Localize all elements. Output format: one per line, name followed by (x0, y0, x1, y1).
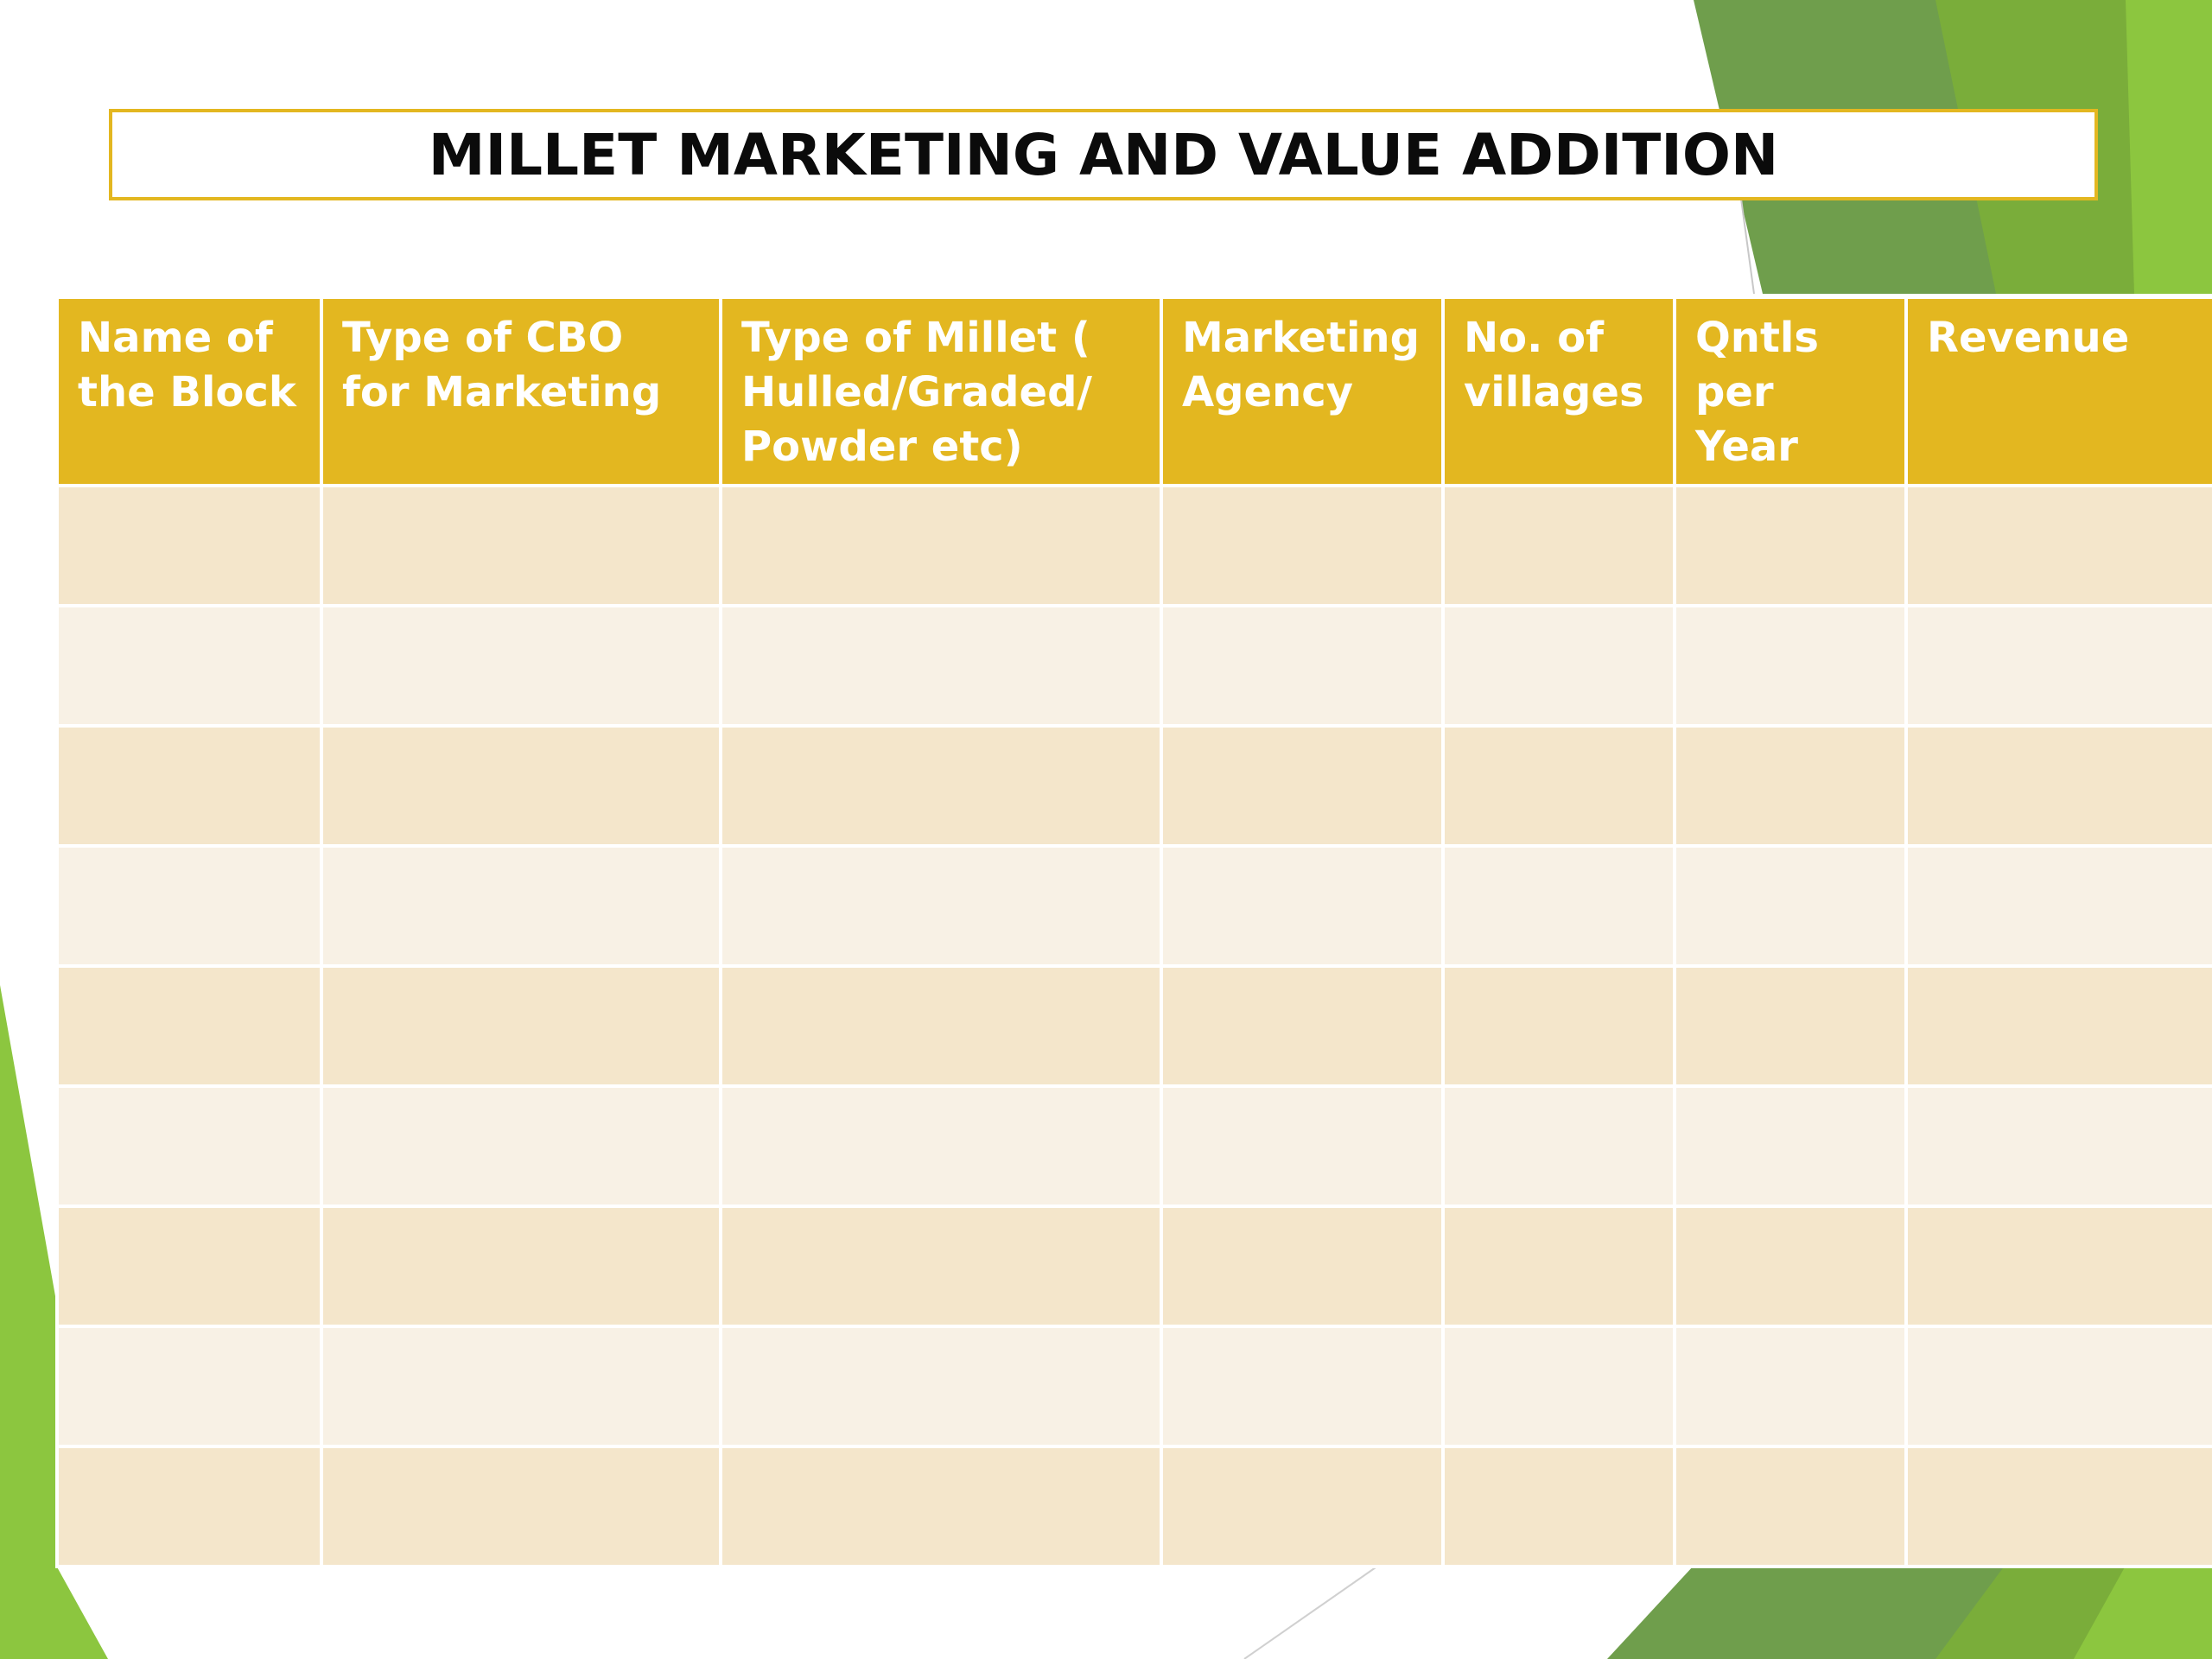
table-cell[interactable] (1441, 1325, 1676, 1448)
table-row (55, 724, 2212, 848)
table-cell[interactable] (1673, 484, 1908, 607)
table-cell[interactable] (1904, 844, 2212, 968)
table-cell[interactable] (55, 724, 323, 848)
table-cell[interactable] (320, 1325, 722, 1448)
table-cell[interactable] (1160, 964, 1445, 1088)
table-cell[interactable] (1904, 604, 2212, 728)
table-cell[interactable] (1904, 1325, 2212, 1448)
table-cell[interactable] (55, 844, 323, 968)
table-cell[interactable] (1673, 964, 1908, 1088)
table-row (55, 1084, 2212, 1208)
table-cell[interactable] (55, 1084, 323, 1208)
table-cell[interactable] (1673, 1205, 1908, 1328)
green-shard-bottom-right-light (2074, 1566, 2212, 1659)
table-cell[interactable] (320, 1445, 722, 1568)
table-cell[interactable] (1160, 844, 1445, 968)
table-cell[interactable] (1673, 1084, 1908, 1208)
table-cell[interactable] (1673, 1445, 1908, 1568)
table-cell[interactable] (719, 1205, 1163, 1328)
table-cell[interactable] (1160, 604, 1445, 728)
table-cell[interactable] (320, 1084, 722, 1208)
table-cell[interactable] (1441, 484, 1676, 607)
table-cell[interactable] (719, 1445, 1163, 1568)
title-box: MILLET MARKETING AND VALUE ADDITION (109, 109, 2098, 200)
table-cell[interactable] (320, 1205, 722, 1328)
table-cell[interactable] (1441, 844, 1676, 968)
green-shard-left (0, 985, 108, 1659)
table-cell[interactable] (719, 484, 1163, 607)
table-cell[interactable] (320, 844, 722, 968)
table-row (55, 1205, 2212, 1328)
table-cell[interactable] (1673, 604, 1908, 728)
slide-title: MILLET MARKETING AND VALUE ADDITION (428, 121, 1779, 188)
table-cell[interactable] (320, 484, 722, 607)
header-cbo-type: Type of CBO for Marketing (320, 296, 722, 487)
table-cell[interactable] (1673, 1325, 1908, 1448)
table-cell[interactable] (55, 484, 323, 607)
table-cell[interactable] (1160, 484, 1445, 607)
table-cell[interactable] (1441, 724, 1676, 848)
table-cell[interactable] (1160, 1325, 1445, 1448)
header-name-of-block: Name of the Block (55, 296, 323, 487)
millet-marketing-table: Name of the Block Type of CBO for Market… (55, 296, 2212, 1568)
table-row (55, 604, 2212, 728)
table-cell[interactable] (1904, 1084, 2212, 1208)
table-cell[interactable] (1904, 1205, 2212, 1328)
table-cell[interactable] (1904, 484, 2212, 607)
table-cell[interactable] (719, 964, 1163, 1088)
table-cell[interactable] (1673, 724, 1908, 848)
decor-line-top (1740, 198, 1755, 295)
table-cell[interactable] (55, 1445, 323, 1568)
table-cell[interactable] (320, 604, 722, 728)
table-cell[interactable] (320, 724, 722, 848)
table-row (55, 484, 2212, 607)
table-cell[interactable] (1160, 1445, 1445, 1568)
table-cell[interactable] (1160, 724, 1445, 848)
table-cell[interactable] (1904, 1445, 2212, 1568)
table-cell[interactable] (320, 964, 722, 1088)
header-marketing-agency: Marketing Agency (1160, 296, 1445, 487)
table-cell[interactable] (719, 1084, 1163, 1208)
table-cell[interactable] (1441, 1445, 1676, 1568)
table-cell[interactable] (1441, 1205, 1676, 1328)
table-cell[interactable] (55, 1205, 323, 1328)
table-cell[interactable] (1904, 724, 2212, 848)
table-row (55, 844, 2212, 968)
table-cell[interactable] (55, 1325, 323, 1448)
table-cell[interactable] (1904, 964, 2212, 1088)
table-cell[interactable] (719, 1325, 1163, 1448)
decor-line-bottom (1243, 1565, 1379, 1659)
table-cell[interactable] (1673, 844, 1908, 968)
green-shard-top-right-light (2126, 0, 2212, 294)
header-millet-type: Type of Millet ( Hulled/Graded/ Powder e… (719, 296, 1163, 487)
table-cell[interactable] (719, 724, 1163, 848)
header-no-of-villages: No. of villages (1441, 296, 1676, 487)
table-cell[interactable] (1441, 964, 1676, 1088)
table-cell[interactable] (55, 604, 323, 728)
table-row (55, 964, 2212, 1088)
table-cell[interactable] (55, 964, 323, 1088)
table-row (55, 1325, 2212, 1448)
table-cell[interactable] (719, 604, 1163, 728)
table-cell[interactable] (1441, 604, 1676, 728)
table-cell[interactable] (1160, 1205, 1445, 1328)
table-header-row: Name of the Block Type of CBO for Market… (55, 296, 2212, 487)
table-cell[interactable] (1441, 1084, 1676, 1208)
table-cell[interactable] (1160, 1084, 1445, 1208)
header-qntls-per-year: Qntls per Year (1673, 296, 1908, 487)
header-revenue: Revenue (1904, 296, 2212, 487)
table-cell[interactable] (719, 844, 1163, 968)
table-row (55, 1445, 2212, 1568)
